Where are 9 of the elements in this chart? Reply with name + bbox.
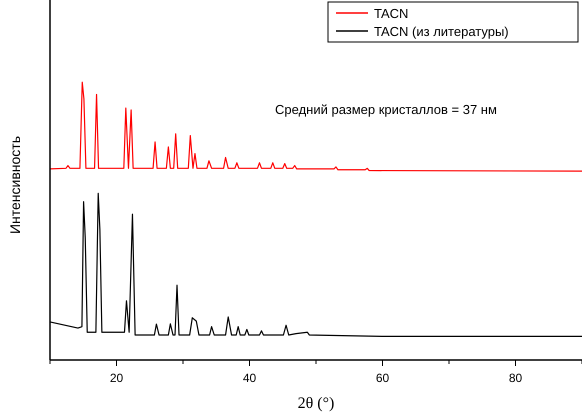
annotation: Средний размер кристаллов = 37 нм [275,102,497,117]
x-tick-label: 40 [242,371,256,385]
x-tick-label: 20 [110,371,124,385]
x-axis-title: 2θ (°) [298,395,334,412]
legend-label: TACN (из литературы) [374,24,509,39]
x-tick-label: 60 [376,371,390,385]
x-tick-label: 80 [508,371,522,385]
legend-label: TACN [374,6,408,21]
y-axis-title: Интенсивность [7,136,23,234]
